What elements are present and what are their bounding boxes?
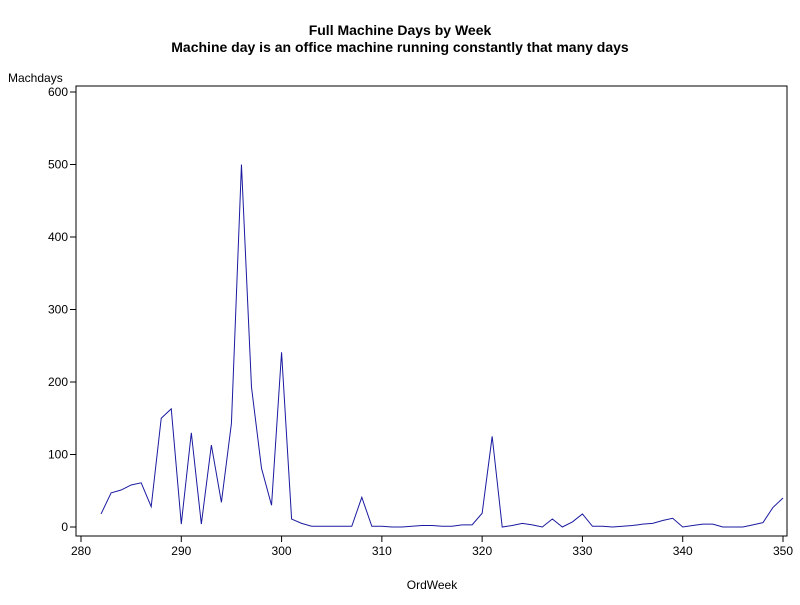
chart-title: Full Machine Days by Week xyxy=(309,22,492,38)
x-tick-label: 330 xyxy=(572,544,592,558)
y-tick-label: 600 xyxy=(48,85,68,99)
x-tick-label: 310 xyxy=(372,544,392,558)
x-tick-label: 320 xyxy=(472,544,492,558)
plot-frame xyxy=(75,85,788,537)
y-tick-label: 400 xyxy=(48,230,68,244)
y-tick-label: 0 xyxy=(61,520,68,534)
x-tick-label: 280 xyxy=(71,544,91,558)
y-tick-label: 500 xyxy=(48,158,68,172)
y-tick-label: 300 xyxy=(48,303,68,317)
data-line xyxy=(100,164,784,528)
y-tick-label: 100 xyxy=(48,448,68,462)
y-axis-label: Machdays xyxy=(8,71,63,85)
x-tick-label: 300 xyxy=(272,544,292,558)
x-tick-label: 340 xyxy=(673,544,693,558)
y-tick-label: 200 xyxy=(48,375,68,389)
x-tick-label: 350 xyxy=(773,544,793,558)
chart-subtitle: Machine day is an office machine running… xyxy=(171,39,629,55)
x-tick-label: 290 xyxy=(171,544,191,558)
x-axis-label: OrdWeek xyxy=(407,578,458,592)
